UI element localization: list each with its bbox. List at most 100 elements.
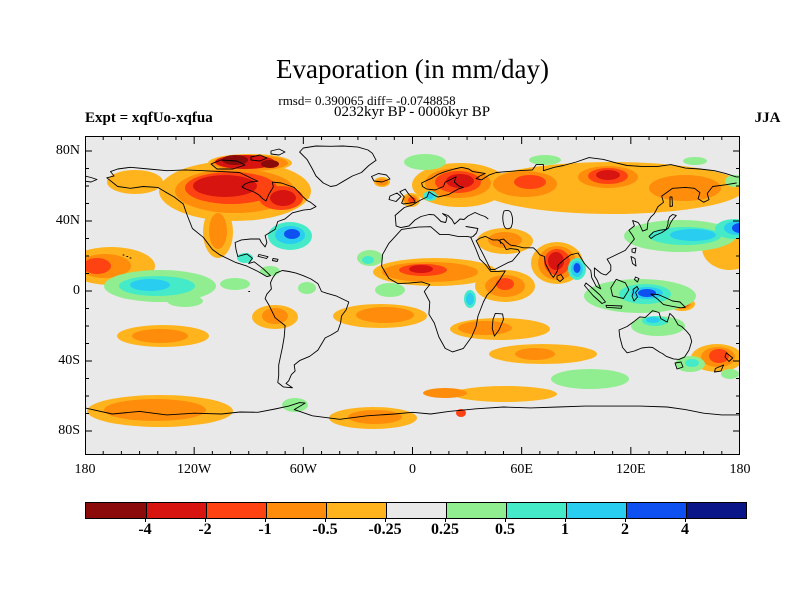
anomaly-region: [356, 307, 414, 323]
anomaly-region: [284, 229, 300, 239]
coastline-iceland: [371, 173, 391, 183]
colorbar-boundary-label: -0.25: [368, 521, 402, 538]
anomaly-region: [573, 263, 581, 273]
coastline-caspian-black-sea: [502, 209, 514, 230]
anomaly-region: [193, 175, 257, 197]
anomaly-region: [209, 213, 227, 249]
world-map-svg: [67, 136, 758, 455]
anomaly-region: [260, 266, 280, 276]
colorbar-segment: [206, 503, 266, 518]
anomaly-region: [466, 293, 474, 305]
coastline-asia-east-south: [499, 182, 737, 290]
anomaly-region: [362, 256, 374, 264]
colorbar-tick: [205, 518, 206, 522]
colorbar-boundary-label: -0.5: [312, 521, 338, 538]
colorbar-segment: [266, 503, 326, 518]
colorbar-segment: [326, 503, 386, 518]
colorbar-tick: [565, 518, 566, 522]
lon-tick-label: 0: [409, 462, 416, 477]
map-frame-border: [85, 136, 740, 455]
anomaly-region: [408, 197, 416, 203]
coastlines: [84, 145, 741, 420]
lon-tick-label: 60E: [510, 462, 533, 477]
coastline-sri-lanka: [556, 274, 564, 282]
colorbar-segment: [626, 503, 686, 518]
anomaly-region: [130, 279, 170, 291]
anomaly-region: [548, 252, 564, 270]
colorbar-boundary-label: 1: [561, 521, 569, 538]
period-annotation: 0232kyr BP - 0000kyr BP: [333, 104, 491, 120]
anomaly-region: [596, 170, 620, 180]
colorbar-boundary-label: 4: [681, 521, 689, 538]
experiment-label: Expt = xqfUo-xqfua: [85, 110, 213, 126]
coastline-new-zealand: [714, 352, 734, 373]
anomaly-region: [222, 155, 248, 165]
anomaly-region: [551, 369, 629, 389]
anomaly-region: [404, 154, 446, 170]
anomaly-region: [375, 283, 405, 297]
coastline-turkey-levant: [465, 226, 479, 238]
lon-tick-label: 180: [74, 462, 96, 477]
anomaly-region: [456, 409, 466, 417]
colorbar-tick: [445, 518, 446, 522]
colorbar-tick: [145, 518, 146, 522]
anomaly-region: [670, 229, 716, 241]
coastline-taiwan-philippines: [630, 247, 640, 283]
coastline-uk-ireland: [388, 188, 416, 205]
colorbar-segment: [446, 503, 506, 518]
anomaly-region: [721, 369, 739, 379]
colorbar-tick: [505, 518, 506, 522]
coastline-north-america: [106, 166, 317, 278]
anomaly-region: [496, 278, 514, 290]
colorbar-boundary-label: -2: [198, 521, 212, 538]
coastline-arctic-islands: [210, 148, 286, 170]
anomaly-region: [167, 295, 203, 307]
anomaly-region: [423, 388, 467, 398]
anomaly-region: [270, 190, 296, 206]
island-dots: [122, 254, 251, 292]
coastline-arabia: [475, 235, 521, 271]
colorbar: [85, 502, 747, 519]
lon-tick-label: 120W: [177, 462, 212, 477]
anomaly-region: [514, 175, 546, 189]
lat-tick-label: 40S: [58, 353, 80, 368]
colorbar-tick: [385, 518, 386, 522]
lat-tick-label: 80N: [55, 143, 80, 158]
lon-tick-label: 120E: [616, 462, 646, 477]
coastline-south-america: [264, 270, 350, 389]
anomaly-region: [683, 157, 707, 165]
colorbar-tick: [325, 518, 326, 522]
colorbar-boundary-label: -4: [138, 521, 152, 538]
coastline-japan-sakhalin: [648, 196, 677, 239]
lon-tick-label: 60W: [289, 462, 317, 477]
lon-tick-label: 180: [729, 462, 751, 477]
anomaly-region: [107, 170, 163, 194]
colorbar-segment: [506, 503, 566, 518]
coastline-indonesia: [584, 278, 686, 309]
anomaly-region: [709, 349, 729, 363]
anomaly-region: [646, 317, 660, 323]
anomaly-region: [685, 359, 699, 367]
colorbar-tick: [625, 518, 626, 522]
anomaly-region: [282, 398, 308, 412]
lat-tick-label: 80S: [58, 423, 80, 438]
lat-tick-label: 40N: [55, 213, 80, 228]
lat-tick-label: 0: [73, 283, 80, 298]
coastline-africa: [381, 226, 506, 353]
anomaly-region: [261, 160, 279, 168]
anomaly-region: [220, 278, 250, 290]
colorbar-tick: [265, 518, 266, 522]
coastline-madagascar: [491, 312, 504, 337]
anomaly-region: [458, 321, 512, 335]
coastline-antarctica: [84, 402, 741, 420]
coastline-australia: [618, 310, 693, 370]
coastline-caribbean: [257, 254, 279, 262]
anomaly-region: [446, 174, 474, 188]
anomaly-region: [453, 386, 557, 402]
colorbar-boundary-label: 0.25: [431, 521, 459, 538]
colorbar-segment: [86, 503, 146, 518]
anomaly-region: [515, 348, 555, 360]
colorbar-segment: [146, 503, 206, 518]
anomaly-region: [298, 282, 316, 294]
